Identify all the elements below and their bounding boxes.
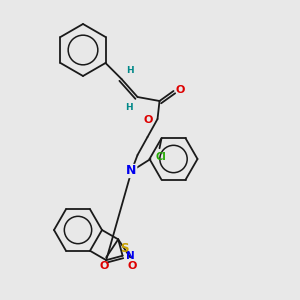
Text: O: O [100, 261, 109, 272]
Text: Cl: Cl [155, 152, 166, 162]
Text: O: O [176, 85, 185, 95]
Text: O: O [128, 261, 137, 272]
Text: N: N [126, 251, 134, 261]
Text: H: H [125, 103, 133, 112]
Text: S: S [120, 242, 129, 255]
Text: N: N [126, 164, 137, 178]
Text: H: H [127, 66, 134, 75]
Text: O: O [143, 115, 152, 125]
